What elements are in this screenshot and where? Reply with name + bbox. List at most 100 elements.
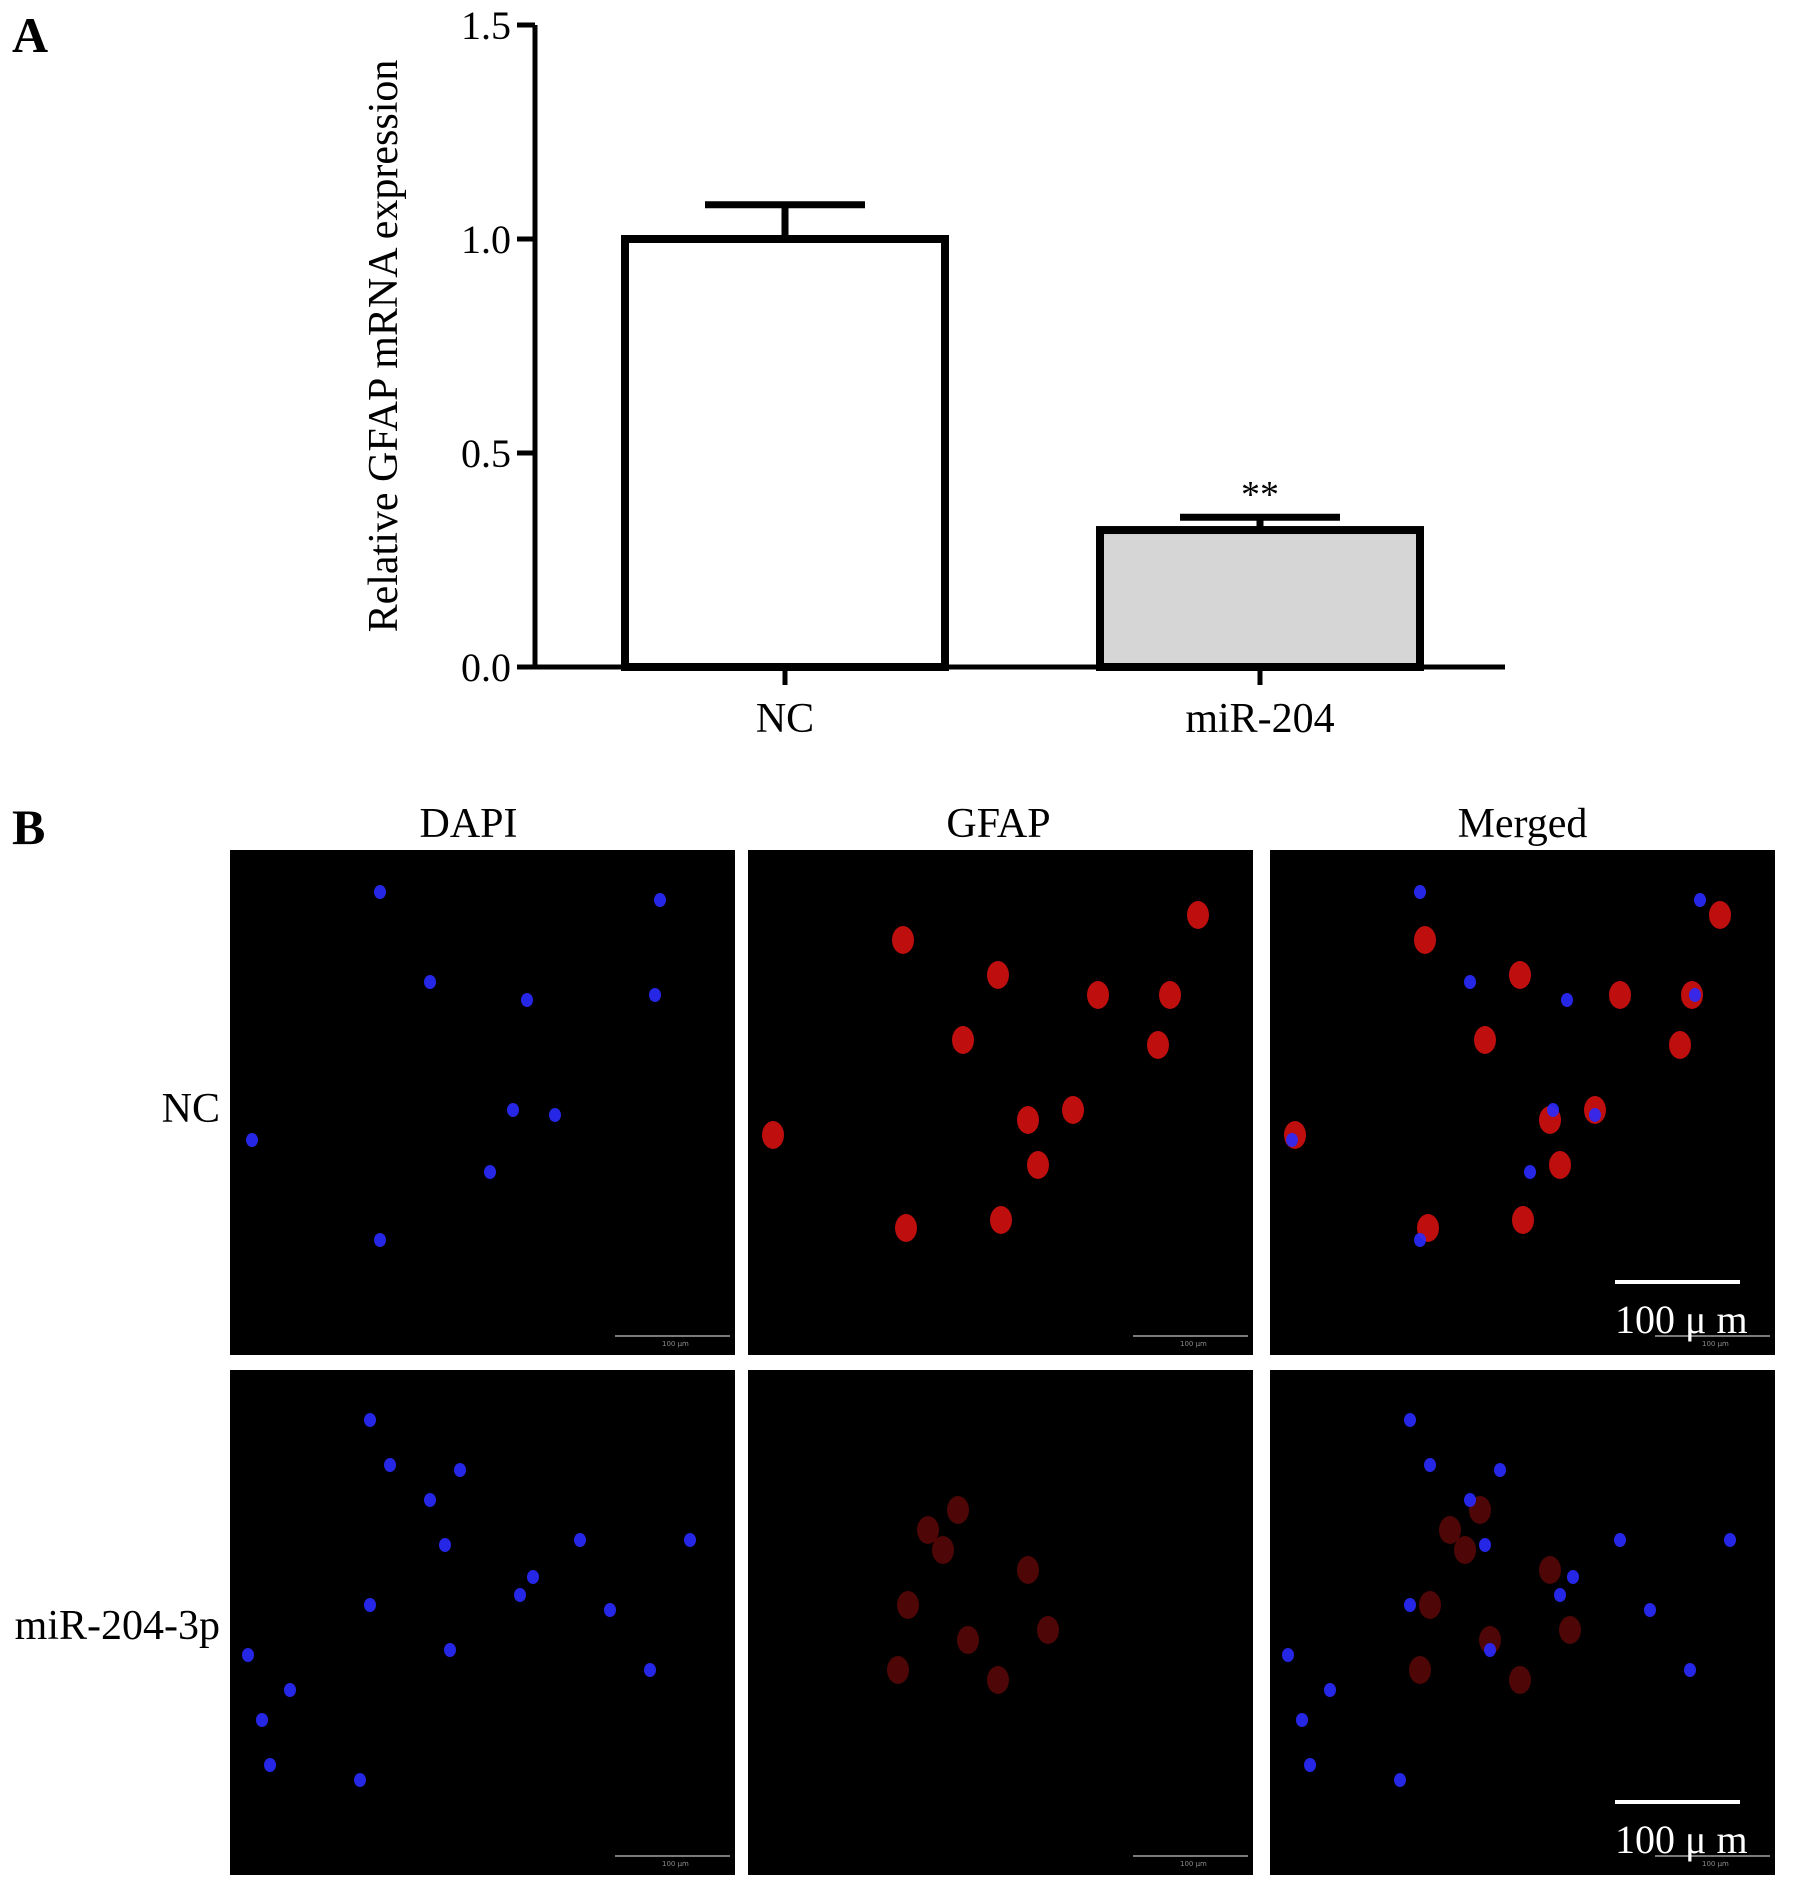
y-tick-label: 1.5 (461, 3, 511, 48)
gfap-cell (1414, 926, 1436, 954)
gfap-cell (1669, 1031, 1691, 1059)
micrograph-mir-204-3p-gfap: 100 µm (748, 1370, 1253, 1875)
dapi-nucleus (1494, 1463, 1506, 1477)
dapi-nucleus (1589, 1108, 1601, 1122)
row-label-mir-204-3p: miR-204-3p (14, 1603, 220, 1649)
column-title-dapi: DAPI (419, 801, 518, 847)
tiny-scale-bar (615, 1855, 730, 1857)
gfap-cell (932, 1536, 954, 1564)
y-tick-label: 0.5 (461, 431, 511, 476)
tiny-scale-label: 100 µm (662, 1340, 689, 1348)
dapi-nucleus (1694, 893, 1706, 907)
dapi-nucleus (1404, 1413, 1416, 1427)
gfap-cell (952, 1026, 974, 1054)
dapi-nucleus (284, 1683, 296, 1697)
gfap-cell (1479, 1626, 1501, 1654)
dapi-nucleus (684, 1533, 696, 1547)
gfap-cell (1512, 1206, 1534, 1234)
dapi-nucleus (1394, 1773, 1406, 1787)
bar-nc (621, 235, 949, 671)
row-label-nc: NC (161, 1086, 220, 1132)
y-tick-label: 1.0 (461, 217, 511, 262)
scale-bar-label: 100 μ m (1615, 1297, 1748, 1342)
gfap-cell (1509, 961, 1531, 989)
dapi-nucleus (654, 893, 666, 907)
micrograph-canvas (242, 1413, 696, 1787)
gfap-cell (892, 926, 914, 954)
dapi-nucleus (527, 1570, 539, 1584)
dapi-nucleus (1324, 1683, 1336, 1697)
y-tick-label: 0.0 (461, 645, 511, 690)
dapi-nucleus (1414, 885, 1426, 899)
dapi-nucleus (384, 1458, 396, 1472)
dapi-nucleus (454, 1463, 466, 1477)
dapi-nucleus (514, 1588, 526, 1602)
tiny-scale-bar (1133, 1855, 1248, 1857)
dapi-nucleus (1464, 975, 1476, 989)
tiny-scale-label: 100 µm (1180, 1860, 1207, 1868)
panel-a-label: A (12, 7, 49, 63)
scale-bar (1615, 1800, 1740, 1804)
gfap-cell (897, 1591, 919, 1619)
dapi-nucleus (507, 1103, 519, 1117)
column-title-gfap: GFAP (946, 801, 1051, 847)
dapi-nucleus (484, 1165, 496, 1179)
dapi-nucleus (444, 1643, 456, 1657)
dapi-nucleus (1479, 1538, 1491, 1552)
dapi-nucleus (364, 1598, 376, 1612)
gfap-cell (1187, 901, 1209, 929)
dapi-nucleus (1684, 1663, 1696, 1677)
dapi-nucleus (1554, 1588, 1566, 1602)
micrograph-nc-gfap: 100 µm (748, 850, 1253, 1355)
tiny-scale-label: 100 µm (1702, 1860, 1729, 1868)
gfap-cell (1419, 1591, 1441, 1619)
dapi-nucleus (374, 1233, 386, 1247)
gfap-cell (1709, 901, 1731, 929)
dapi-nucleus (1524, 1165, 1536, 1179)
gfap-cell (895, 1214, 917, 1242)
micrograph-canvas (1284, 885, 1731, 1247)
tiny-scale-bar (1655, 1855, 1770, 1857)
dapi-nucleus (1304, 1758, 1316, 1772)
gfap-cell (917, 1516, 939, 1544)
dapi-nucleus (1567, 1570, 1579, 1584)
dapi-nucleus (549, 1108, 561, 1122)
dapi-nucleus (1724, 1533, 1736, 1547)
gfap-cell (1017, 1556, 1039, 1584)
micrograph-canvas (762, 901, 1209, 1242)
micrograph-nc-dapi: 100 µm (230, 850, 735, 1355)
gfap-cell (1454, 1536, 1476, 1564)
dapi-nucleus (1464, 1493, 1476, 1507)
micrograph-canvas (1282, 1413, 1736, 1787)
dapi-nucleus (264, 1758, 276, 1772)
dapi-nucleus (1484, 1643, 1496, 1657)
gfap-cell (1549, 1151, 1571, 1179)
scale-bar-label: 100 μ m (1615, 1817, 1748, 1862)
gfap-cell (1559, 1616, 1581, 1644)
significance-marker: ** (1241, 474, 1279, 516)
dapi-nucleus (1286, 1133, 1298, 1147)
x-tick-label: miR-204 (1185, 696, 1334, 742)
dapi-nucleus (374, 885, 386, 899)
dapi-nucleus (1424, 1458, 1436, 1472)
dapi-nucleus (604, 1603, 616, 1617)
micrograph-canvas (887, 1496, 1059, 1694)
dapi-nucleus (246, 1133, 258, 1147)
tiny-scale-bar (1133, 1335, 1248, 1337)
dapi-nucleus (1547, 1103, 1559, 1117)
gfap-cell (1147, 1031, 1169, 1059)
dapi-nucleus (439, 1538, 451, 1552)
tiny-scale-label: 100 µm (662, 1860, 689, 1868)
dapi-nucleus (1296, 1713, 1308, 1727)
gfap-cell (1409, 1656, 1431, 1684)
gfap-cell (1027, 1151, 1049, 1179)
tiny-scale-bar (1655, 1335, 1770, 1337)
gfap-cell (990, 1206, 1012, 1234)
dapi-nucleus (424, 1493, 436, 1507)
gfap-cell (1609, 981, 1631, 1009)
dapi-nucleus (424, 975, 436, 989)
dapi-nucleus (1689, 988, 1701, 1002)
bar-chart: 0.0 0.5 1.0 1.5 Relative GFAP mRNA expressio… (361, 3, 1505, 742)
dapi-nucleus (644, 1663, 656, 1677)
dapi-nucleus (649, 988, 661, 1002)
